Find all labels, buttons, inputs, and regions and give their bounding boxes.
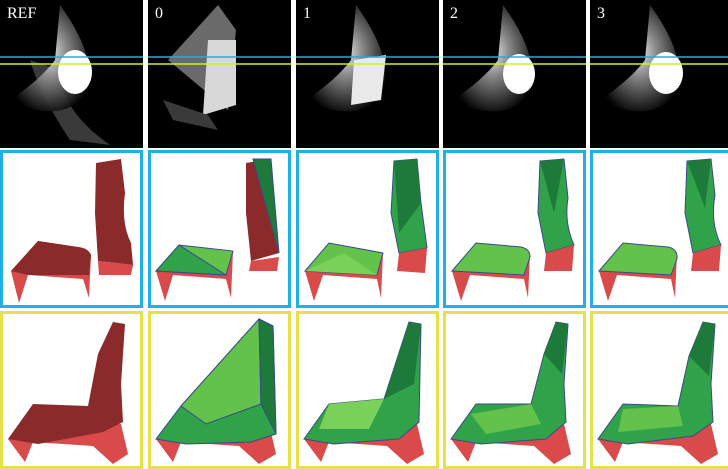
shape-ref-yellow (8, 322, 128, 464)
approx-low-facet-dark (258, 318, 277, 435)
ref-wing-side (397, 248, 427, 273)
column-label: 3 (597, 5, 605, 22)
shape-3-yellow (597, 321, 718, 464)
render-3-image (590, 0, 728, 148)
approx-low-facet-dark (689, 322, 715, 376)
render-3: 3 (590, 0, 728, 148)
approx-wing-facet (252, 158, 280, 254)
shape-2-yellow (450, 321, 571, 464)
column-2: 2 (443, 0, 586, 469)
glow-core (58, 50, 92, 94)
yellow-view-3 (590, 311, 728, 469)
render-0-image (148, 0, 291, 148)
yellow-view-ref (0, 311, 143, 469)
column-label: 2 (450, 5, 458, 22)
shape-0-yellow (155, 317, 277, 464)
ref-wing-side (544, 245, 574, 271)
glow-core (649, 52, 683, 94)
glow-shadow (163, 100, 218, 130)
yellow-view-2 (443, 311, 586, 469)
approx-wing-facet (687, 159, 711, 208)
column-3: 3 (590, 0, 728, 469)
blue-view-ref (0, 150, 143, 308)
approx-wing-facet (540, 159, 564, 213)
approx-low-facet-light (618, 406, 683, 432)
shape-2-blue (450, 158, 575, 301)
ref-base-surface (11, 241, 91, 275)
column-ref: REF (0, 0, 143, 469)
yellow-view-0 (148, 311, 291, 469)
ref-wing-surface (95, 159, 133, 265)
column-0: 0 (148, 0, 291, 469)
column-label: 1 (303, 5, 311, 22)
column-label: REF (7, 5, 37, 22)
shape-ref-blue (11, 159, 133, 303)
blue-view-1 (296, 150, 439, 308)
shape-0-blue (154, 158, 280, 301)
render-2-image (443, 0, 586, 148)
glow-core (203, 40, 236, 115)
ref-wing-side (691, 245, 721, 271)
render-ref-image (0, 0, 143, 148)
approx-base-surface (450, 242, 531, 276)
render-0: 0 (148, 0, 291, 148)
shape-1-yellow (303, 321, 424, 464)
glow-core (503, 54, 535, 94)
ref-wing-side (98, 261, 133, 275)
render-1-image (296, 0, 439, 148)
approx-low-facet-light (471, 404, 541, 434)
yellow-view-1 (296, 311, 439, 469)
render-ref: REF (0, 0, 143, 148)
approx-base-facet (305, 253, 377, 275)
approx-low-facet-dark (544, 322, 568, 374)
blue-view-2 (443, 150, 586, 308)
approx-wing-facet (394, 159, 421, 233)
shape-3-blue (597, 158, 722, 301)
shape-1-blue (303, 158, 428, 301)
approx-base-facet (154, 244, 228, 276)
approx-low-facet-light (180, 317, 262, 425)
glow-core (351, 55, 386, 105)
column-label: 0 (155, 5, 163, 22)
ref-low-surface (8, 322, 125, 444)
blue-view-0 (148, 150, 291, 308)
approx-low-facet-light (319, 399, 384, 429)
approx-low-facet-dark (384, 322, 421, 399)
approx-base-surface (597, 242, 678, 276)
render-1: 1 (296, 0, 439, 148)
ref-wing-side (249, 257, 279, 271)
column-1: 1 (296, 0, 439, 469)
render-2: 2 (443, 0, 586, 148)
blue-view-3 (590, 150, 728, 308)
